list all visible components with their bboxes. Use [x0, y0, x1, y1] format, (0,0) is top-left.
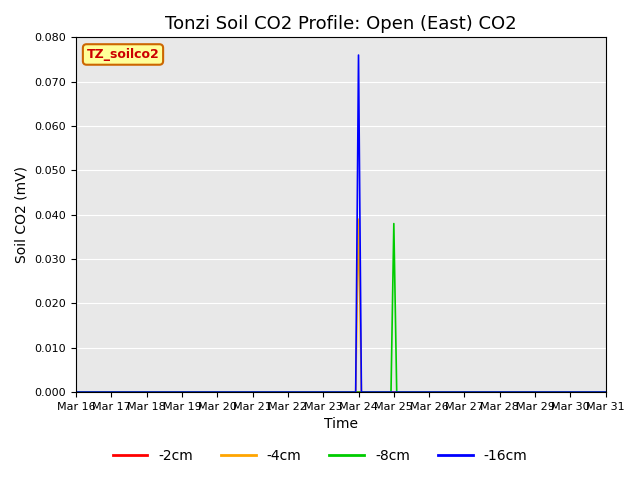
Title: Tonzi Soil CO2 Profile: Open (East) CO2: Tonzi Soil CO2 Profile: Open (East) CO2 — [165, 15, 516, 33]
X-axis label: Time: Time — [324, 418, 358, 432]
Text: TZ_soilco2: TZ_soilco2 — [86, 48, 159, 61]
Legend: -2cm, -4cm, -8cm, -16cm: -2cm, -4cm, -8cm, -16cm — [107, 443, 533, 468]
Y-axis label: Soil CO2 (mV): Soil CO2 (mV) — [15, 166, 29, 263]
